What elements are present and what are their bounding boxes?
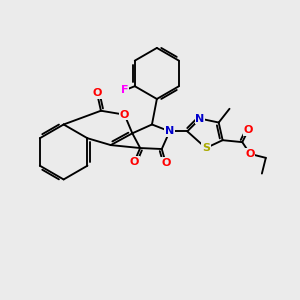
Text: O: O (161, 158, 170, 168)
Text: O: O (120, 110, 129, 120)
Text: F: F (121, 85, 129, 95)
Text: O: O (130, 157, 139, 167)
Text: O: O (92, 88, 102, 98)
Text: O: O (244, 125, 253, 135)
Text: N: N (165, 126, 174, 136)
Text: N: N (195, 114, 205, 124)
Text: S: S (202, 143, 210, 153)
Text: O: O (245, 149, 255, 159)
